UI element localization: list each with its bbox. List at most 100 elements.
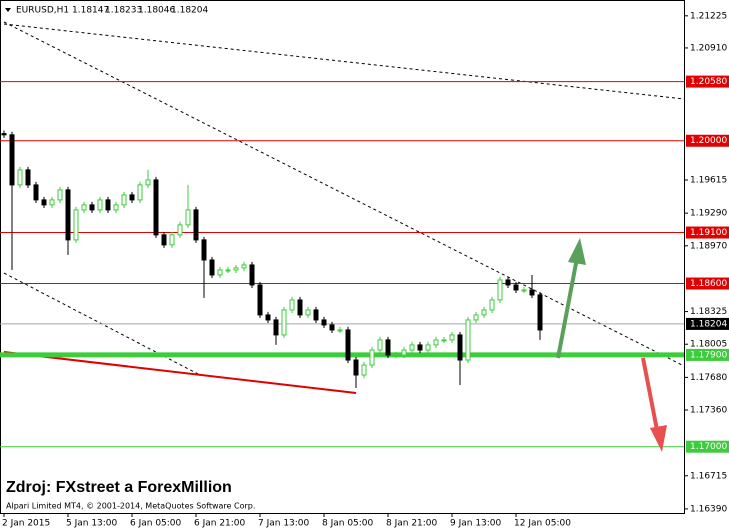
x-tick-label: 6 Jan 21:00 [194, 519, 246, 529]
y-tick-label: 1.18325 [690, 307, 727, 317]
level-label: 1.20000 [690, 136, 727, 146]
candle-body [361, 364, 367, 376]
candle-body [257, 284, 263, 316]
candle-body [305, 309, 311, 316]
level-label: 1.17000 [690, 442, 727, 452]
candle-body [225, 269, 231, 272]
candle-body [369, 349, 375, 366]
candle-body [353, 359, 359, 376]
y-tick-label: 1.18005 [690, 340, 727, 350]
candle-body [425, 344, 431, 351]
y-tick-label: 1.21225 [690, 11, 727, 21]
candle-body [433, 339, 439, 346]
candle-body [33, 184, 39, 201]
y-tick-label: 1.20910 [690, 43, 727, 53]
candle-body [273, 319, 279, 336]
menu-icon [5, 8, 11, 12]
source: Zdroj: FXstreet a ForexMillion [6, 479, 232, 496]
level-label-box [686, 75, 729, 88]
down-arrow-head [650, 425, 667, 452]
up-arrow-head [568, 238, 586, 265]
candle-body [41, 199, 47, 206]
x-tick-label: 5 Jan 13:00 [66, 519, 118, 529]
level-label-box [686, 277, 729, 290]
candle-body [185, 209, 191, 226]
level-label-box [686, 348, 729, 361]
candle-body [153, 179, 159, 236]
candle-body [217, 269, 223, 276]
level-label: 1.19100 [690, 228, 727, 238]
candle-body [321, 319, 327, 326]
x-tick-label: 9 Jan 13:00 [450, 519, 502, 529]
support-line [3, 351, 357, 394]
candle-body [201, 239, 207, 261]
candle-body [329, 324, 335, 331]
quote: 1.18233 [105, 6, 142, 16]
up-arrow [556, 257, 579, 359]
level-label-box [686, 226, 729, 239]
copyright: Alpari Limited MT4, © 2001-2014, MetaQuo… [6, 502, 255, 511]
candle-body [337, 329, 343, 332]
last-price-label: 1.18204 [690, 319, 727, 329]
candle-body [161, 234, 167, 246]
level-label-box [686, 134, 729, 147]
candle-body [145, 179, 151, 186]
candle-body [441, 339, 447, 342]
y-tick-label: 1.18970 [690, 241, 727, 251]
candle-body [465, 319, 471, 361]
y-tick-label: 1.17680 [690, 373, 727, 383]
candle-body [345, 329, 351, 361]
candle-body [449, 334, 455, 341]
level-label: 1.18600 [690, 279, 727, 289]
candle-body [241, 264, 247, 269]
candle-body [385, 339, 391, 356]
trend-line [3, 21, 685, 367]
candle-body [233, 267, 239, 271]
candle-body [521, 289, 527, 292]
y-tick-label: 1.16715 [690, 471, 727, 481]
x-tick-label: 8 Jan 05:00 [322, 519, 374, 529]
x-tick-label: 6 Jan 05:00 [130, 519, 182, 529]
candle-body [457, 334, 463, 361]
symbol: EURUSD,H1 [16, 6, 69, 16]
candle-body [129, 194, 135, 201]
candle-body [113, 204, 119, 211]
candle-body [89, 204, 95, 211]
candle-body [121, 194, 127, 206]
candle-body [65, 189, 71, 241]
candle-body [73, 209, 79, 241]
candle-body [9, 134, 15, 186]
candle-body [297, 299, 303, 316]
candle-body [529, 289, 535, 296]
candle-body [137, 184, 143, 201]
x-tick-label: 7 Jan 13:00 [258, 519, 310, 529]
candle-body [513, 284, 519, 291]
quote: 1.18204 [171, 6, 208, 16]
x-tick-label: 2 Jan 2015 [2, 519, 50, 529]
candle-body [177, 224, 183, 236]
candle-body [1, 133, 7, 136]
x-tick-label: 8 Jan 21:00 [386, 519, 438, 529]
candle-body [169, 234, 175, 246]
candle-body [537, 294, 543, 331]
candle-body [49, 199, 55, 206]
y-tick-label: 1.16390 [690, 504, 727, 514]
candle-body [289, 299, 295, 311]
quote: 1.18046 [138, 6, 175, 16]
candle-body [489, 299, 495, 311]
candle-body [281, 309, 287, 336]
candle-body [25, 169, 31, 186]
level-label-box [686, 440, 729, 453]
quote: 1.18147 [72, 6, 109, 16]
candle-body [249, 264, 255, 286]
candle-body [409, 344, 415, 351]
candle-body [377, 339, 383, 351]
candle-body [105, 199, 111, 211]
y-tick-label: 1.19290 [690, 209, 727, 219]
candle-body [313, 309, 319, 321]
candle-body [193, 209, 199, 241]
last-price-box [686, 317, 729, 330]
candle-body [417, 344, 423, 351]
